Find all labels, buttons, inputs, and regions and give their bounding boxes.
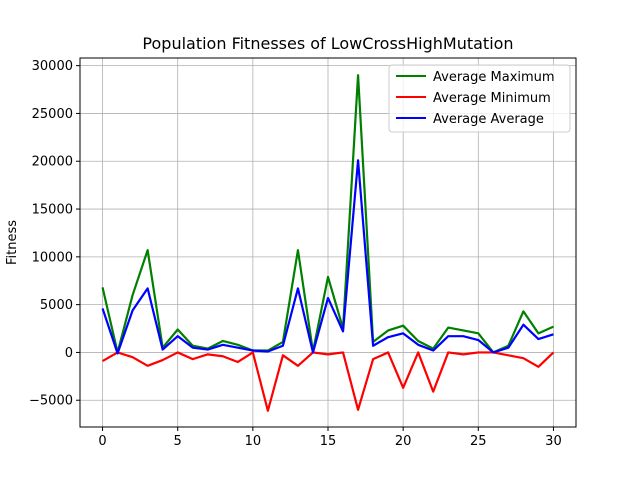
y-tick-label: 25000 <box>32 107 73 122</box>
x-tick-label: 25 <box>470 434 487 449</box>
series-line-average-maximum <box>101 74 554 354</box>
y-tick-label: −5000 <box>29 394 73 409</box>
series-lines <box>101 74 555 412</box>
legend-box <box>388 64 571 133</box>
legend-label-average-minimum: Average Minimum <box>433 91 551 106</box>
y-tick-label: 20000 <box>32 155 73 170</box>
y-tick-label: 10000 <box>32 250 73 265</box>
chart-title: Population Fitnesses of LowCrossHighMuta… <box>142 34 513 53</box>
x-tick-label: 0 <box>98 434 106 449</box>
y-tick-label: 15000 <box>32 203 73 218</box>
legend-label-average-maximum: Average Maximum <box>433 70 555 85</box>
axis-ticks: 0 5 10 15 20 25 30 −5000 0 5000 10000 15000 20000 250… <box>29 59 562 449</box>
x-tick-label: 20 <box>395 434 412 449</box>
x-tick-label: 10 <box>245 434 262 449</box>
y-tick-label: 5000 <box>40 298 73 313</box>
x-tick-label: 15 <box>320 434 337 449</box>
legend-label-average-average: Average Average <box>433 112 544 127</box>
x-tick-label: 30 <box>545 434 562 449</box>
y-tick-label: 30000 <box>32 59 73 74</box>
x-tick-label: 5 <box>174 434 182 449</box>
series-line-average-minimum <box>102 351 555 412</box>
series-line-average-average <box>101 159 554 355</box>
y-tick-label: 0 <box>65 346 73 361</box>
legend: Average Maximum Average Minimum Average … <box>388 64 571 133</box>
y-axis-label: Fitness <box>5 220 20 265</box>
